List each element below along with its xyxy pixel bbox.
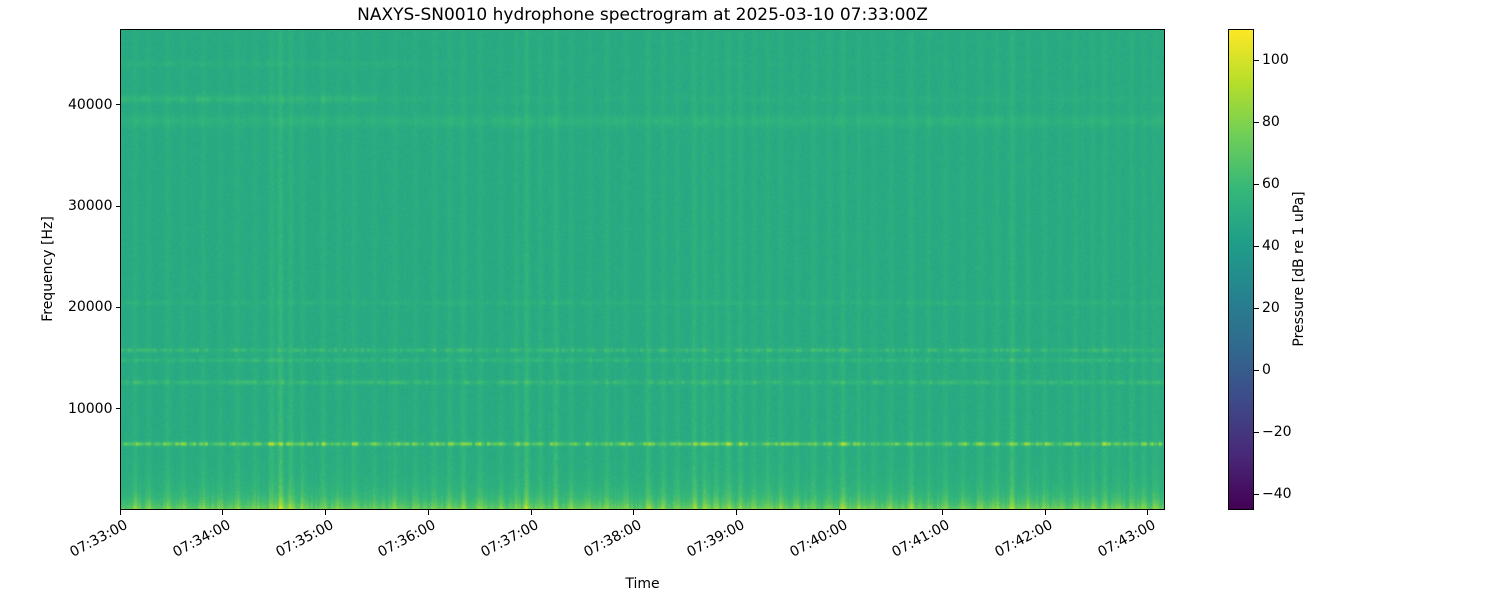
colorbar-tick-label: 100 — [1262, 52, 1289, 69]
x-tick-label: 07:39:00 — [684, 517, 748, 561]
y-tick-label: 40000 — [67, 96, 113, 113]
colorbar-tick-mark — [1254, 245, 1259, 247]
colorbar-tick-mark — [1254, 59, 1259, 61]
colorbar — [1228, 29, 1254, 510]
x-tick-label: 07:35:00 — [273, 517, 337, 561]
y-tick-label: 20000 — [67, 299, 113, 316]
colorbar-gradient — [1229, 30, 1253, 509]
colorbar-tick-label: 60 — [1262, 176, 1280, 193]
x-tick-mark — [1044, 510, 1046, 515]
colorbar-tick-mark — [1254, 307, 1259, 309]
x-tick-mark — [119, 510, 121, 515]
x-tick-mark — [633, 510, 635, 515]
x-tick-mark — [530, 510, 532, 515]
x-tick-mark — [736, 510, 738, 515]
colorbar-label: Pressure [dB re 1 uPa] — [1291, 191, 1307, 347]
colorbar-tick-label: −20 — [1262, 424, 1292, 441]
x-tick-mark — [325, 510, 327, 515]
colorbar-tick-mark — [1254, 121, 1259, 123]
plot-area — [120, 29, 1165, 510]
x-tick-mark — [427, 510, 429, 515]
x-tick-label: 07:36:00 — [375, 517, 439, 561]
x-tick-label: 07:33:00 — [67, 517, 131, 561]
colorbar-tick-label: −40 — [1262, 486, 1292, 503]
colorbar-tick-mark — [1254, 493, 1259, 495]
colorbar-tick-label: 20 — [1262, 300, 1280, 317]
x-tick-label: 07:37:00 — [478, 517, 542, 561]
y-tick-label: 30000 — [67, 198, 113, 215]
x-tick-label: 07:38:00 — [581, 517, 645, 561]
y-tick-label: 10000 — [67, 400, 113, 417]
colorbar-tick-mark — [1254, 431, 1259, 433]
x-tick-label: 07:43:00 — [1095, 517, 1159, 561]
x-tick-label: 07:42:00 — [992, 517, 1056, 561]
colorbar-tick-label: 40 — [1262, 238, 1280, 255]
y-tick-mark — [115, 205, 120, 207]
y-tick-mark — [115, 408, 120, 410]
colorbar-tick-label: 0 — [1262, 362, 1271, 379]
colorbar-tick-mark — [1254, 183, 1259, 185]
x-tick-mark — [222, 510, 224, 515]
y-tick-mark — [115, 306, 120, 308]
colorbar-tick-label: 80 — [1262, 114, 1280, 131]
x-tick-label: 07:41:00 — [889, 517, 953, 561]
colorbar-tick-mark — [1254, 369, 1259, 371]
x-tick-mark — [839, 510, 840, 515]
x-tick-mark — [1147, 510, 1149, 515]
chart-title: NAXYS-SN0010 hydrophone spectrogram at 2… — [357, 5, 928, 25]
spectrogram-canvas — [121, 30, 1164, 509]
x-tick-label: 07:40:00 — [786, 517, 851, 561]
y-tick-mark — [115, 104, 120, 106]
x-tick-mark — [941, 510, 943, 515]
x-tick-label: 07:34:00 — [170, 517, 234, 561]
x-axis-label: Time — [625, 576, 660, 592]
